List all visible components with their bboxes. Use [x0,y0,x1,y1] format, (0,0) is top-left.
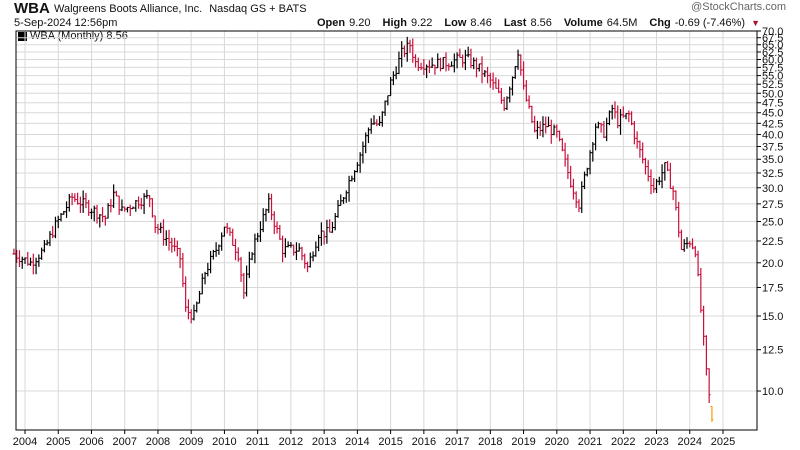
price-bars [12,36,714,422]
y-tick-label: 35.0 [762,154,783,166]
quote-volume-label: Volume [563,17,603,29]
quote-open-value: 9.20 [349,17,371,29]
quote-chg-value: -0.69 (-7.46%) [674,17,746,29]
quote-high-value: 9.22 [410,17,433,29]
y-axis: 10.0 12.5 15.0 17.5 20.0 22.5 25.0 27.5 30.0 32.5… [757,26,783,398]
y-tick-label: 57.5 [762,62,783,74]
y-tick-label: 25.0 [762,216,783,228]
x-tick-label: 2006 [79,436,103,448]
x-tick-label: 2012 [279,436,303,448]
y-tick-label: 70.0 [762,26,783,38]
grid-lines [16,30,757,430]
y-tick-label: 12.5 [762,345,783,357]
quote-bar: Open 9.20 High 9.22 Low 8.46 Last 8.56 V… [317,17,760,29]
y-tick-label: 65.0 [762,40,783,52]
x-tick-label: 2013 [312,436,336,448]
y-tick-label: 52.5 [762,79,783,91]
exchange-name: Nasdaq GS + BATS [209,3,307,15]
x-tick-label: 2021 [578,436,602,448]
watermark: @StockCharts.com [691,1,786,13]
y-tick-label: 50.0 [762,88,783,100]
y-tick-label: 27.5 [762,199,783,211]
quote-high-label: High [382,17,407,29]
x-tick-label: 2025 [711,436,735,448]
company-name: Walgreens Boots Alliance, Inc. [54,3,203,15]
quote-last-value: 8.56 [530,17,552,29]
y-tick-label: 32.5 [762,168,783,180]
x-tick-label: 2016 [412,436,436,448]
quote-volume-value: 64.5M [606,17,638,29]
y-tick-label: 62.5 [762,47,783,59]
x-tick-label: 2007 [112,436,136,448]
y-tick-label: 30.0 [762,183,783,195]
y-tick-label: 17.5 [762,282,783,294]
x-axis: 2004 2005 2006 2007 2008 2009 2010 2011 2012 2013… [13,430,735,448]
y-tick-label: 55.0 [762,71,783,83]
y-tick-label: 15.0 [762,311,783,323]
x-tick-label: 2024 [678,436,702,448]
quote-open-label: Open [316,17,346,29]
x-tick-label: 2005 [46,436,70,448]
x-tick-label: 2008 [146,436,170,448]
x-tick-label: 2004 [13,436,37,448]
x-tick-label: 2023 [644,436,668,448]
chart-legend: WBA (Monthly) 8.56 [18,30,128,42]
x-tick-label: 2020 [545,436,569,448]
x-tick-label: 2015 [378,436,402,448]
ticker-symbol: WBA [14,0,50,17]
x-tick-label: 2022 [611,436,635,448]
y-tick-label: 47.5 [762,98,783,110]
y-tick-label: 42.5 [762,118,783,130]
x-tick-label: 2009 [179,436,203,448]
legend-swatch [18,31,27,41]
y-tick-label: 10.0 [762,386,783,398]
down-triangle-icon: ▼ [751,18,760,28]
y-tick-label: 60.0 [762,55,783,67]
company-line: Walgreens Boots Alliance, Inc. Nasdaq GS… [54,3,307,15]
x-tick-label: 2010 [212,436,236,448]
y-tick-label: 20.0 [762,258,783,270]
quote-low-value: 8.46 [470,17,492,29]
y-tick-label: 40.0 [762,130,783,142]
y-tick-label: 37.5 [762,141,783,153]
x-tick-label: 2017 [445,436,469,448]
y-tick-label: 45.0 [762,108,783,120]
y-tick-label: 22.5 [762,236,783,248]
x-tick-label: 2014 [345,436,369,448]
x-tick-label: 2019 [511,436,535,448]
x-tick-label: 2011 [246,436,270,448]
timestamp: 5-Sep-2024 12:56pm [14,17,118,29]
legend-label: WBA (Monthly) 8.56 [30,30,128,42]
y-tick-label: 67.5 [762,33,783,45]
quote-chg-label: Chg [649,17,671,29]
x-tick-label: 2018 [478,436,502,448]
quote-last-label: Last [503,17,527,29]
quote-low-label: Low [444,17,467,29]
plot-frame [15,30,758,431]
